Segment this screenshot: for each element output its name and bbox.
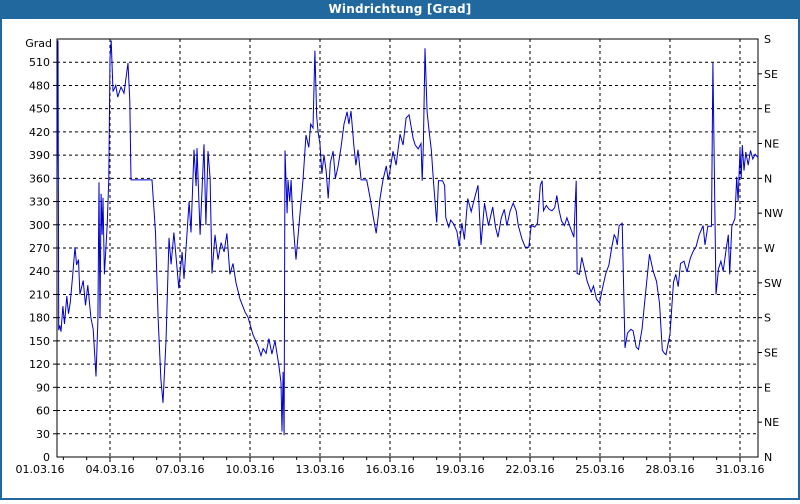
y-right-tick-label: S	[764, 312, 771, 325]
y-left-tick-label: 150	[29, 335, 50, 348]
y-left-tick-label: 360	[29, 172, 50, 185]
y-right-tick-label: SE	[764, 347, 778, 360]
y-right-tick-label: NE	[764, 416, 779, 429]
y-left-tick-label: 450	[29, 103, 50, 116]
y-left-tick-label: 60	[36, 405, 50, 418]
x-tick-label: 01.03.16	[16, 463, 65, 476]
y-left-tick-label: 420	[29, 126, 50, 139]
y-left-tick-label: 180	[29, 312, 50, 325]
y-right-tick-label: N	[764, 172, 772, 185]
y-right-tick-label: SE	[764, 68, 778, 81]
y-right-tick-label: SW	[764, 277, 782, 290]
y-left-tick-label: 120	[29, 358, 50, 371]
y-right-tick-label: N	[764, 451, 772, 464]
y-left-tick-label: 300	[29, 219, 50, 232]
x-tick-label: 13.03.16	[296, 463, 345, 476]
y-left-tick-label: 210	[29, 288, 50, 301]
x-tick-label: 31.03.16	[715, 463, 764, 476]
window-title: Windrichtung [Grad]	[328, 2, 472, 16]
y-right-tick-label: NE	[764, 138, 779, 151]
x-tick-label: 04.03.16	[86, 463, 135, 476]
y-left-tick-label: 510	[29, 56, 50, 69]
y-left-tick-label: 330	[29, 196, 50, 209]
x-tick-label: 10.03.16	[226, 463, 275, 476]
y-left-tick-label: 90	[36, 381, 50, 394]
y-left-tick-label: 480	[29, 79, 50, 92]
y-left-tick-label: 0	[43, 451, 50, 464]
window-titlebar[interactable]: Windrichtung [Grad]	[0, 0, 800, 19]
y-left-tick-label: 390	[29, 149, 50, 162]
x-tick-label: 07.03.16	[156, 463, 205, 476]
x-tick-label: 16.03.16	[366, 463, 415, 476]
x-tick-label: 25.03.16	[575, 463, 624, 476]
y-right-tick-label: S	[764, 33, 771, 46]
x-tick-label: 22.03.16	[506, 463, 555, 476]
y-axis-unit-label: Grad	[25, 37, 52, 50]
y-right-tick-label: W	[764, 242, 775, 255]
y-left-tick-label: 240	[29, 265, 50, 278]
y-right-tick-label: E	[764, 381, 771, 394]
y-right-tick-label: E	[764, 103, 771, 116]
y-right-tick-label: NW	[764, 207, 783, 220]
y-left-tick-label: 270	[29, 242, 50, 255]
wind-direction-line	[57, 40, 758, 436]
y-left-tick-label: 30	[36, 428, 50, 441]
x-tick-label: 28.03.16	[645, 463, 694, 476]
x-tick-label: 19.03.16	[436, 463, 485, 476]
